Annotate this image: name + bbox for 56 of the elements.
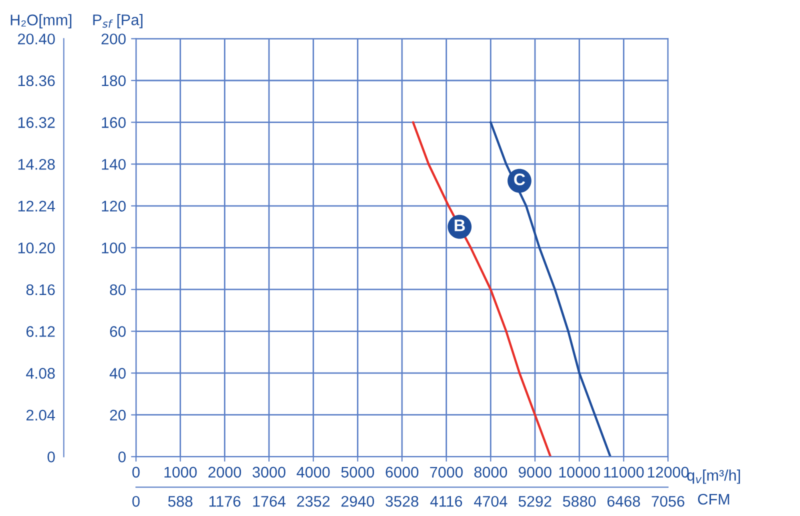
y-tick-label: 40 (110, 368, 126, 379)
x-tick-label: 3000 (252, 466, 286, 478)
y-tick-label: 80 (110, 284, 126, 296)
y2-tick-label: 0 (48, 452, 55, 462)
y-tick-label: 140 (102, 158, 126, 170)
y-tick-label: 60 (110, 326, 126, 337)
x-tick-label: 4000 (296, 466, 330, 478)
line-series (412, 121, 552, 457)
y2-tick-label: 14.28 (18, 158, 55, 170)
y-tick-label: 200 (102, 34, 126, 44)
x2-axis-title: CFM (698, 494, 730, 505)
x-tick-label: 6000 (386, 466, 418, 478)
x-tick-label: 0 (132, 466, 140, 478)
y-tick-label: 180 (102, 75, 126, 86)
x2-tick-label: 2352 (297, 496, 330, 507)
x-tick-label: 8000 (474, 466, 508, 478)
y-tick-label: 20 (110, 410, 126, 421)
x-tick-label: 12000 (648, 466, 689, 478)
y-tick-label: 160 (102, 117, 126, 128)
line-series (490, 121, 612, 457)
x2-tick-label: 7056 (652, 496, 684, 507)
y2-tick-label: 18.36 (18, 75, 55, 86)
y-axis-title: P$_{sf}$ [Pa] (93, 14, 142, 28)
x2-tick-label: 4116 (430, 496, 462, 507)
x2-tick-label: 1176 (209, 496, 240, 507)
y2-tick-label: 16.32 (18, 117, 55, 128)
y2-tick-label: 6.12 (26, 326, 55, 337)
y2-tick-label: 4.08 (26, 368, 55, 379)
x-tick-label: 9000 (518, 466, 552, 478)
x2-tick-label: 2940 (341, 496, 374, 507)
x2-tick-label: 5880 (562, 496, 596, 507)
x-tick-label: 5000 (341, 466, 374, 478)
y2-tick-label: 20.40 (18, 34, 55, 44)
y2-axis-title: H₂O[mm] (10, 14, 72, 28)
x2-tick-label: 3528 (386, 496, 418, 507)
x-tick-label: 1000 (164, 466, 197, 478)
y2-tick-label: 12.24 (18, 200, 55, 212)
annotation: B (454, 220, 465, 232)
y2-tick-label: 2.04 (26, 410, 55, 421)
x2-tick-label: 1764 (253, 496, 286, 507)
annotation: C (514, 173, 526, 186)
x-tick-label: 2000 (208, 466, 242, 478)
x-tick-label: 11000 (604, 466, 644, 478)
y-tick-label: 100 (102, 242, 126, 254)
x-tick-label: 10000 (559, 466, 600, 478)
x2-tick-label: 6468 (607, 496, 640, 507)
x2-tick-label: 4704 (474, 496, 508, 507)
x2-tick-label: 0 (132, 496, 140, 507)
y-tick-label: 0 (118, 452, 126, 462)
x2-tick-label: 588 (168, 496, 192, 507)
y2-tick-label: 10.20 (18, 242, 55, 254)
y-tick-label: 120 (102, 200, 126, 212)
x2-tick-label: 5292 (518, 496, 552, 507)
y2-tick-label: 8.16 (26, 284, 55, 296)
x-axis-title: q$_{v}$[m³/h] (687, 470, 740, 484)
x-tick-label: 7000 (430, 466, 463, 478)
